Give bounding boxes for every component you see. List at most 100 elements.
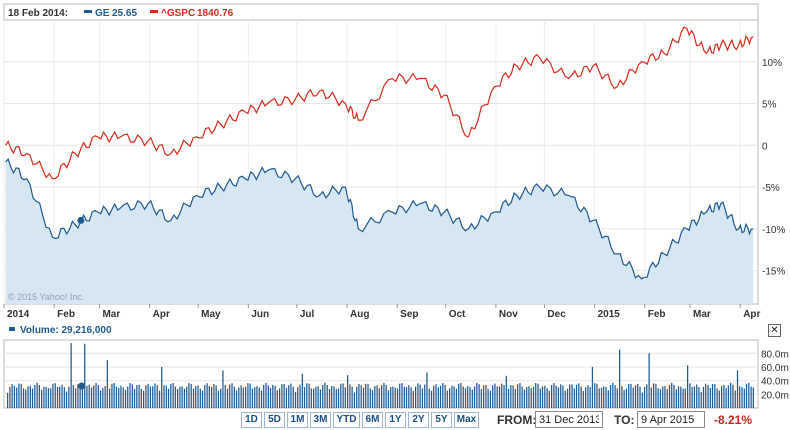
volume-bar [412,391,414,408]
range-button-5d[interactable]: 5D [264,412,285,428]
volume-bar [365,383,367,408]
volume-bar [571,384,573,408]
volume-bar [211,387,213,408]
volume-bar [521,386,523,408]
volume-bar [600,387,603,408]
range-button-3m[interactable]: 3M [310,412,331,428]
gspc-series-line [5,26,754,180]
volume-bar [374,386,376,408]
volume-bar [657,388,659,408]
period-change: -8.21% [714,413,753,427]
volume-bar [628,384,630,408]
volume-bar [111,383,113,408]
volume-bar [634,385,637,408]
volume-bar [70,343,72,408]
volume-bar [290,383,292,408]
volume-bar [317,386,319,408]
volume-bar [485,384,487,408]
volume-bar [458,383,460,408]
volume-bar [532,386,535,408]
volume-bar [328,389,331,408]
volume-bar [238,387,240,408]
range-button-ytd[interactable]: YTD [333,412,360,428]
legend-date: 18 Feb 2014: [8,8,68,19]
volume-bar [324,382,326,408]
from-date-input[interactable] [535,411,603,428]
volume-bar [596,383,598,408]
volume-bar [639,386,641,408]
volume-bar [356,386,358,408]
x-tick-label: Apr [153,309,170,320]
volume-bar [405,387,408,408]
volume-bar [378,388,380,408]
volume-bar [419,384,421,408]
volume-bar [326,385,328,408]
volume-bar [630,383,632,408]
volume-bar [281,384,283,408]
volume-bar [242,387,244,408]
range-button-1y[interactable]: 1Y [385,412,406,428]
volume-bar [258,387,260,408]
volume-legend-swatch [9,327,15,331]
volume-bar [265,382,267,408]
volume-bar [152,386,154,408]
gspc-legend-value: 1840.76 [197,8,234,19]
volume-bar [61,384,63,408]
x-tick-label: Jul [300,309,315,320]
volume-bar [192,388,195,408]
ge-legend-swatch [84,10,92,13]
volume-bar [79,384,81,408]
volume-bar [54,383,56,408]
volume-bar [510,385,512,408]
volume-bar [415,386,417,408]
volume-bar [154,383,156,408]
range-button-max[interactable]: Max [454,412,479,428]
volume-bar [319,389,322,408]
volume-bar [43,386,45,408]
volume-bar [7,392,9,408]
close-volume-button[interactable]: ✕ [768,324,781,337]
volume-bar [693,386,696,408]
volume-bar [199,388,201,408]
volume-bar [249,383,251,408]
volume-bar [519,383,521,408]
volume-bar [394,387,396,408]
volume-bar [285,387,288,408]
volume-bar [136,385,138,408]
range-button-1d[interactable]: 1D [241,412,262,428]
volume-bar [97,384,99,408]
range-button-2y[interactable]: 2Y [408,412,429,428]
range-button-5y[interactable]: 5Y [431,412,452,428]
volume-label: Volume: 29,216,000 [20,325,112,336]
volume-bar [106,360,108,408]
volume-bar [666,389,668,408]
x-tick-label: Dec [547,309,566,320]
volume-bar [158,390,161,408]
x-tick-label: Sep [400,309,418,320]
volume-bar [93,385,95,408]
volume-bar [734,390,736,408]
range-button-6m[interactable]: 6M [362,412,383,428]
volume-bar [517,384,519,408]
volume-bar [34,385,36,408]
volume-bar [691,387,693,408]
volume-bar [684,388,686,408]
volume-tick-label: 40.0m [761,377,789,388]
volume-bar [741,387,743,408]
range-button-1m[interactable]: 1M [287,412,308,428]
volume-bar [648,353,650,408]
volume-bar [750,386,752,408]
volume-bar [29,385,31,408]
volume-bar [138,384,140,408]
volume-bar [50,388,52,408]
volume-bar [349,384,351,408]
volume-bar [371,390,374,408]
volume-bar [25,389,27,408]
volume-bar [347,375,349,408]
volume-bar [358,383,360,408]
volume-bar [503,385,505,408]
volume-bar [283,384,285,408]
to-date-input[interactable] [637,411,705,428]
volume-tick-label: 80.0m [761,349,789,360]
